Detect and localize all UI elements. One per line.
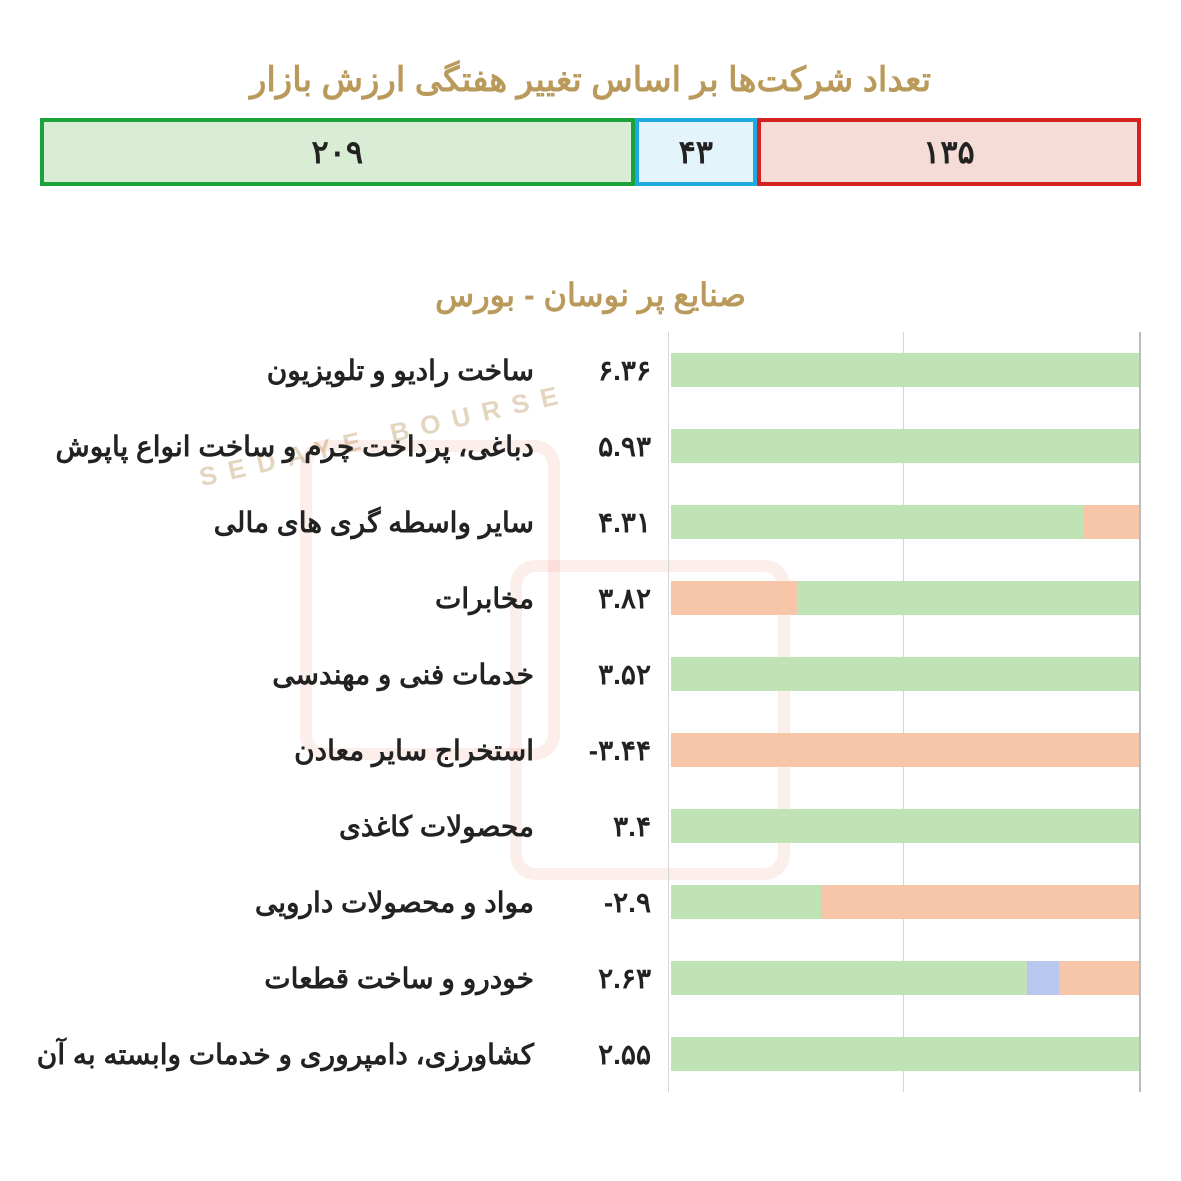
bar-segment (1059, 961, 1139, 995)
company-count-bar: ۲۰۹۴۳۱۳۵ (40, 118, 1141, 186)
industry-bar (671, 712, 1139, 788)
industry-bar (671, 636, 1139, 712)
bar-segment (671, 1037, 1139, 1071)
bar-segment (671, 961, 1027, 995)
bar-segment (1027, 961, 1060, 995)
bar-segment (821, 885, 1139, 919)
bar-segment (671, 505, 1083, 539)
industry-name: دباغی، پرداخت چرم و ساخت انواع پاپوش (56, 430, 534, 463)
industry-name: مواد و محصولات دارویی (255, 886, 534, 919)
industry-value: ۲.۵۵ (556, 1038, 651, 1071)
industry-bar (671, 484, 1139, 560)
industry-name: محصولات کاغذی (339, 810, 534, 843)
bar-segment (797, 581, 1139, 615)
industry-name: خدمات فنی و مهندسی (272, 658, 534, 691)
bar-segment (671, 733, 1139, 767)
industry-bar (671, 940, 1139, 1016)
company-count-segment: ۴۳ (635, 118, 757, 186)
company-count-segment: ۲۰۹ (40, 118, 635, 186)
bar-segment (671, 353, 1139, 387)
industry-bar (671, 408, 1139, 484)
bar-segment (1083, 505, 1139, 539)
bar-segment (671, 657, 1139, 691)
industry-bar (671, 788, 1139, 864)
industry-value: -۲.۹ (556, 886, 651, 919)
bar-segment (671, 809, 1139, 843)
industries-title: صنایع پر نوسان - بورس (40, 276, 1141, 314)
company-count-title: تعداد شرکت‌ها بر اساس تغییر هفتگی ارزش ب… (40, 60, 1141, 100)
industry-value: ۳.۴ (556, 810, 651, 843)
industry-name: استخراج سایر معادن (294, 734, 534, 767)
industries-labels-col: ۶.۳۶ ساخت رادیو و تلویزیون ۵.۹۳ دباغی، پردا… (37, 332, 671, 1092)
industry-name: کشاورزی، دامپروری و خدمات وابسته به آن (37, 1038, 534, 1071)
industry-bar (671, 864, 1139, 940)
industry-name: مخابرات (435, 582, 534, 615)
industry-value: ۳.۵۲ (556, 658, 651, 691)
industry-name: خودرو و ساخت قطعات (264, 962, 534, 995)
bar-segment (671, 581, 797, 615)
industry-name: ساخت رادیو و تلویزیون (267, 354, 534, 387)
bar-segment (671, 429, 1139, 463)
industry-value: ۳.۸۲ (556, 582, 651, 615)
industry-value: ۴.۳۱ (556, 506, 651, 539)
industry-value: -۳.۴۴ (556, 734, 651, 767)
company-count-segment: ۱۳۵ (757, 118, 1141, 186)
industry-value: ۵.۹۳ (556, 430, 651, 463)
industry-value: ۶.۳۶ (556, 354, 651, 387)
industry-value: ۲.۶۳ (556, 962, 651, 995)
industry-bar (671, 332, 1139, 408)
industry-bar (671, 560, 1139, 636)
bar-segment (671, 885, 821, 919)
industries-chart: ۶.۳۶ ساخت رادیو و تلویزیون ۵.۹۳ دباغی، پردا… (40, 332, 1141, 1092)
industry-bar (671, 1016, 1139, 1092)
industry-name: سایر واسطه گری های مالی (214, 506, 534, 539)
